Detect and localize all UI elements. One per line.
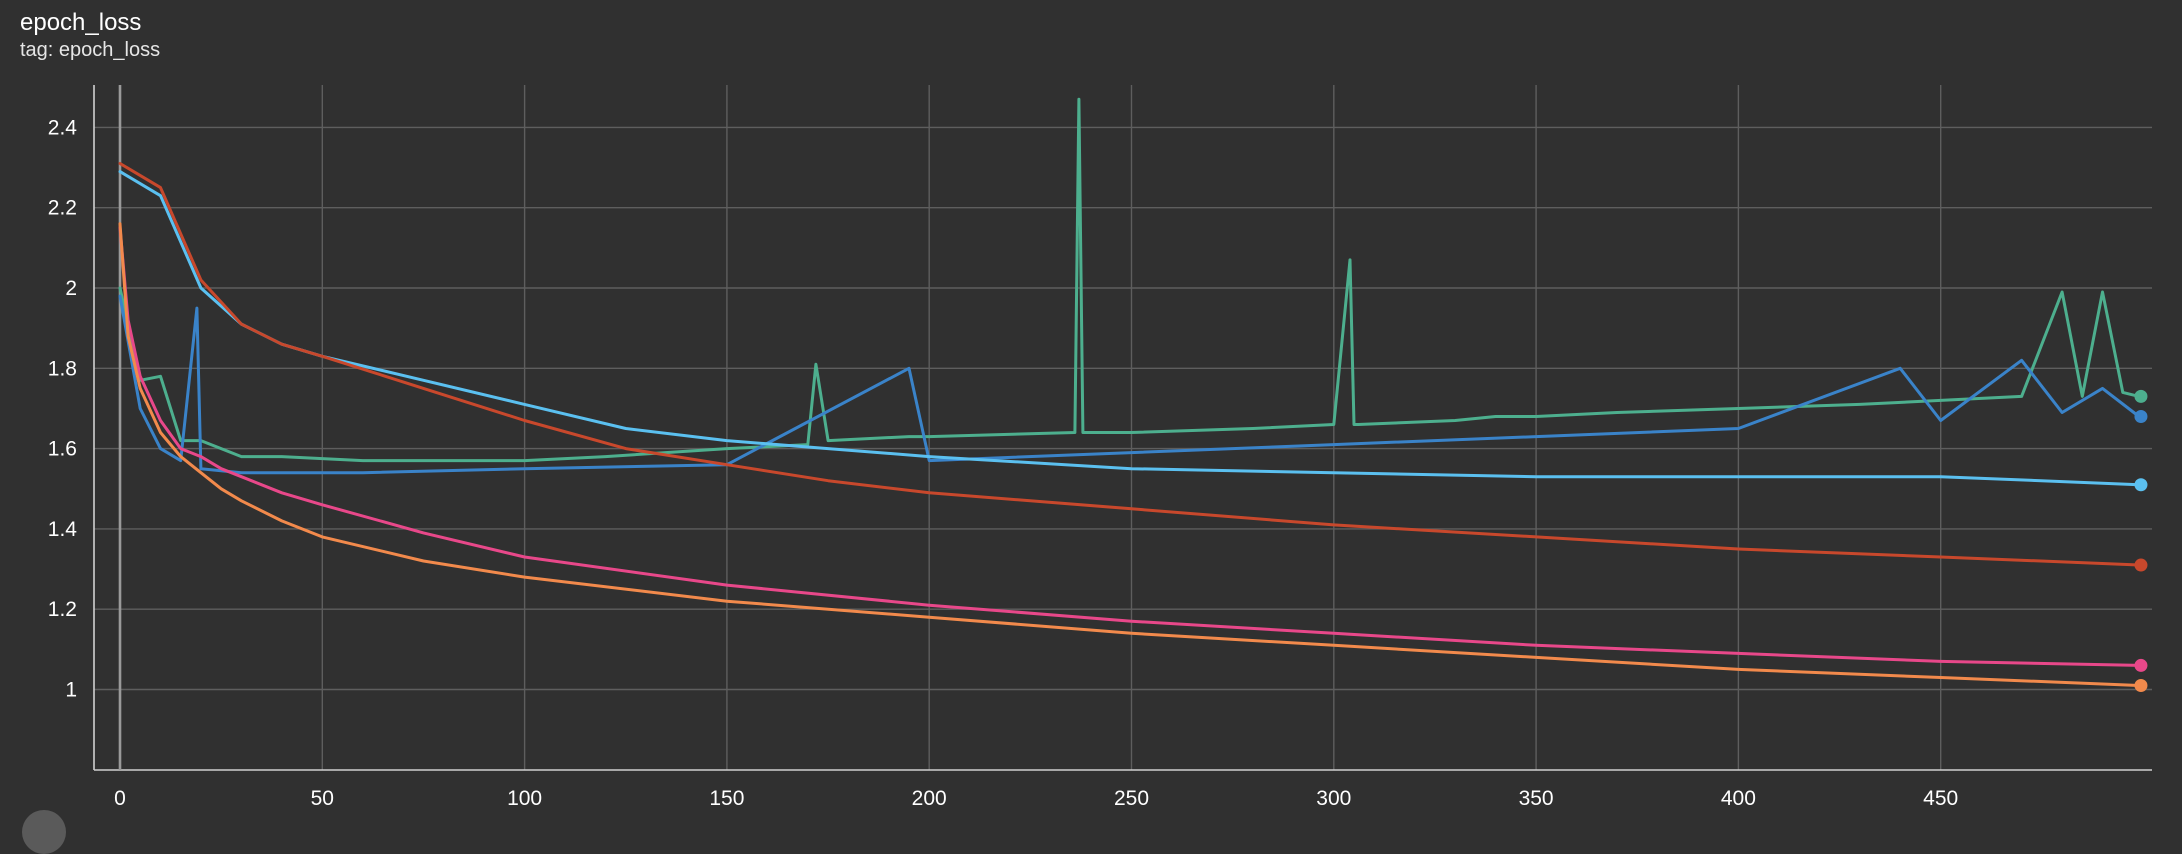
- series-end-marker-3: [2134, 478, 2148, 492]
- y-tick-label: 1.6: [48, 438, 77, 461]
- x-tick-label: 150: [709, 787, 744, 810]
- expand-button[interactable]: [22, 810, 66, 854]
- card-header: epoch_loss tag: epoch_loss: [20, 8, 160, 62]
- x-tick-label: 0: [114, 787, 126, 810]
- series-lines[interactable]: [118, 97, 2141, 687]
- axes: [93, 85, 2152, 771]
- y-tick-label: 1: [65, 679, 77, 702]
- x-tick-label: 50: [311, 787, 334, 810]
- tick-labels: 0 50 100 150 200 250 300 350 400 450 1 1.2 1.4 1.6 1.8…: [48, 116, 1958, 810]
- grid: [94, 85, 2152, 770]
- series-line-1[interactable]: [118, 97, 2141, 463]
- series-end-marker-2: [2134, 409, 2148, 423]
- chart-tag: tag: epoch_loss: [20, 39, 161, 61]
- y-tick-label: 2: [65, 277, 77, 300]
- series-end-marker-5: [2134, 658, 2148, 672]
- series-line-6[interactable]: [118, 222, 2141, 687]
- chart-title: epoch_loss: [20, 9, 142, 36]
- loss-chart[interactable]: 0 50 100 150 200 250 300 350 400 450 1 1.2 1.4 1.6 1.8…: [0, 0, 2182, 818]
- series-line-5[interactable]: [118, 226, 2141, 667]
- x-tick-label: 250: [1114, 787, 1149, 810]
- y-tick-label: 1.2: [48, 598, 77, 621]
- series-line-3[interactable]: [118, 170, 2141, 487]
- x-tick-label: 350: [1519, 787, 1554, 810]
- y-tick-label: 1.4: [48, 518, 78, 541]
- x-tick-label: 100: [507, 787, 542, 810]
- y-tick-label: 2.2: [48, 197, 77, 220]
- x-tick-label: 450: [1923, 787, 1958, 810]
- series-end-marker-6: [2134, 678, 2148, 692]
- series-line-4[interactable]: [118, 162, 2141, 567]
- series-end-marker-4: [2134, 558, 2148, 572]
- y-tick-label: 2.4: [48, 116, 78, 139]
- series-end-marker-1: [2134, 389, 2148, 403]
- series-line-2[interactable]: [118, 294, 2141, 475]
- end-markers: [2134, 389, 2148, 692]
- x-tick-label: 400: [1721, 787, 1756, 810]
- x-tick-label: 300: [1316, 787, 1351, 810]
- y-tick-label: 1.8: [48, 357, 77, 380]
- x-tick-label: 200: [912, 787, 947, 810]
